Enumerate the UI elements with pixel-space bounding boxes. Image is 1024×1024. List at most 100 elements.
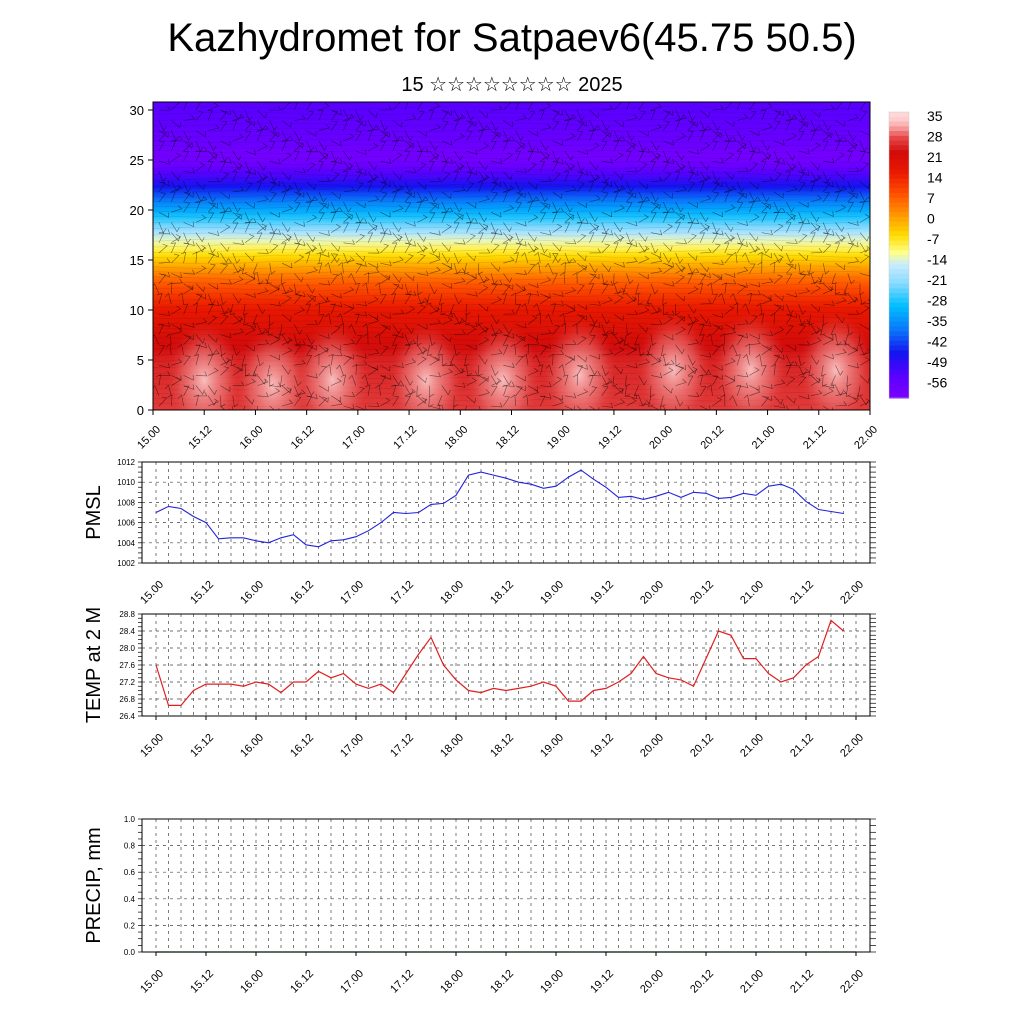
wind-barb (588, 232, 595, 243)
wind-barb (183, 141, 193, 152)
wind-barb (663, 242, 673, 252)
wind-barb (601, 243, 611, 254)
wind-barb (158, 232, 165, 243)
wind-barb (330, 172, 340, 182)
wind-barb (404, 283, 412, 295)
wind-barb (306, 196, 318, 203)
wind-barb (626, 309, 638, 315)
wind-barb (525, 292, 532, 305)
wind-barb (589, 120, 598, 131)
wind-barb (847, 192, 856, 203)
wind-barb (724, 120, 735, 128)
wind-barb (650, 212, 657, 223)
wind-barb (736, 232, 745, 244)
wind-barb (773, 191, 784, 199)
colorbar-segment (889, 207, 909, 213)
wind-barb (182, 303, 189, 315)
wind-barb (786, 150, 795, 161)
wind-barb (318, 140, 328, 152)
wind-barb (749, 263, 756, 274)
wind-barb (808, 365, 814, 377)
wind-barb (613, 398, 626, 407)
wind-barb (687, 182, 696, 192)
wind-barb (675, 161, 685, 171)
wind-barb (368, 248, 380, 254)
wind-barb (589, 322, 601, 329)
contour-line (153, 117, 862, 121)
wind-barb (798, 130, 805, 141)
wind-barb (269, 388, 281, 397)
y-tick-label: 0.2 (124, 921, 136, 930)
wind-barb (638, 196, 651, 203)
wind-barb (304, 252, 311, 264)
wind-barb (281, 262, 293, 269)
wind-barb (355, 311, 368, 317)
wind-barb (749, 151, 755, 162)
wind-barb (749, 245, 761, 254)
wind-barb (650, 242, 659, 254)
wind-barb (564, 222, 571, 233)
wind-barb (478, 195, 490, 203)
wind-barb (835, 262, 846, 271)
x-tick-label: 17.00 (338, 579, 366, 607)
y-tick-label: 0.0 (124, 948, 136, 957)
wind-barb (821, 365, 827, 377)
wind-barb (589, 354, 601, 360)
wind-barb (613, 191, 619, 203)
wind-barb (564, 163, 576, 172)
wind-barb (241, 354, 247, 367)
wind-barb (564, 239, 577, 245)
colorbar-segment (889, 350, 909, 356)
chart-subtitle: 15 ☆☆☆☆☆☆☆☆ 2025 (401, 74, 623, 96)
wind-barb (798, 148, 810, 155)
wind-barb (700, 109, 710, 118)
wind-barb (798, 303, 806, 315)
y-tick-label: 27.2 (119, 678, 135, 687)
wind-barb (613, 204, 625, 213)
wind-barb (220, 224, 231, 233)
wind-barb (392, 234, 403, 244)
wind-barb (281, 295, 292, 305)
wind-barb (429, 150, 439, 160)
wind-barb (835, 130, 844, 142)
wind-barb (613, 295, 624, 305)
wind-barb (540, 252, 551, 258)
wind-barb (613, 222, 623, 233)
wind-barb (675, 252, 684, 264)
wind-barb (257, 124, 269, 131)
wind-barb (786, 114, 798, 121)
warm-spot (635, 312, 712, 410)
wind-barb (589, 386, 598, 396)
wind-barb (675, 293, 686, 302)
wind-barb (810, 109, 821, 118)
wind-barb (712, 243, 721, 254)
wind-barb (589, 222, 599, 232)
wind-barb (503, 309, 515, 315)
wind-barb (380, 325, 389, 335)
colorbar-segment (889, 131, 909, 137)
wind-barb (171, 152, 182, 162)
wind-barb (183, 334, 194, 341)
wind-barb (724, 185, 737, 193)
wind-barb (626, 241, 638, 247)
wind-barb (527, 191, 536, 203)
wind-barb (294, 140, 304, 149)
wind-barb (515, 114, 528, 121)
wind-barb (252, 365, 259, 376)
wind-barb (232, 316, 244, 325)
wind-barb (786, 292, 798, 298)
wind-barb (337, 272, 344, 284)
wind-barb (195, 130, 206, 138)
wind-barb (638, 150, 645, 162)
wind-barb (404, 167, 417, 173)
wind-barb (429, 252, 441, 258)
wind-barb (417, 140, 425, 152)
wind-barb (712, 325, 721, 335)
wind-barb (368, 401, 380, 407)
wind-barb (380, 131, 389, 142)
wind-barb (761, 103, 773, 111)
wind-barb (687, 314, 697, 325)
wind-barb (170, 140, 177, 152)
wind-barb (183, 269, 196, 275)
wind-barb (577, 354, 587, 363)
